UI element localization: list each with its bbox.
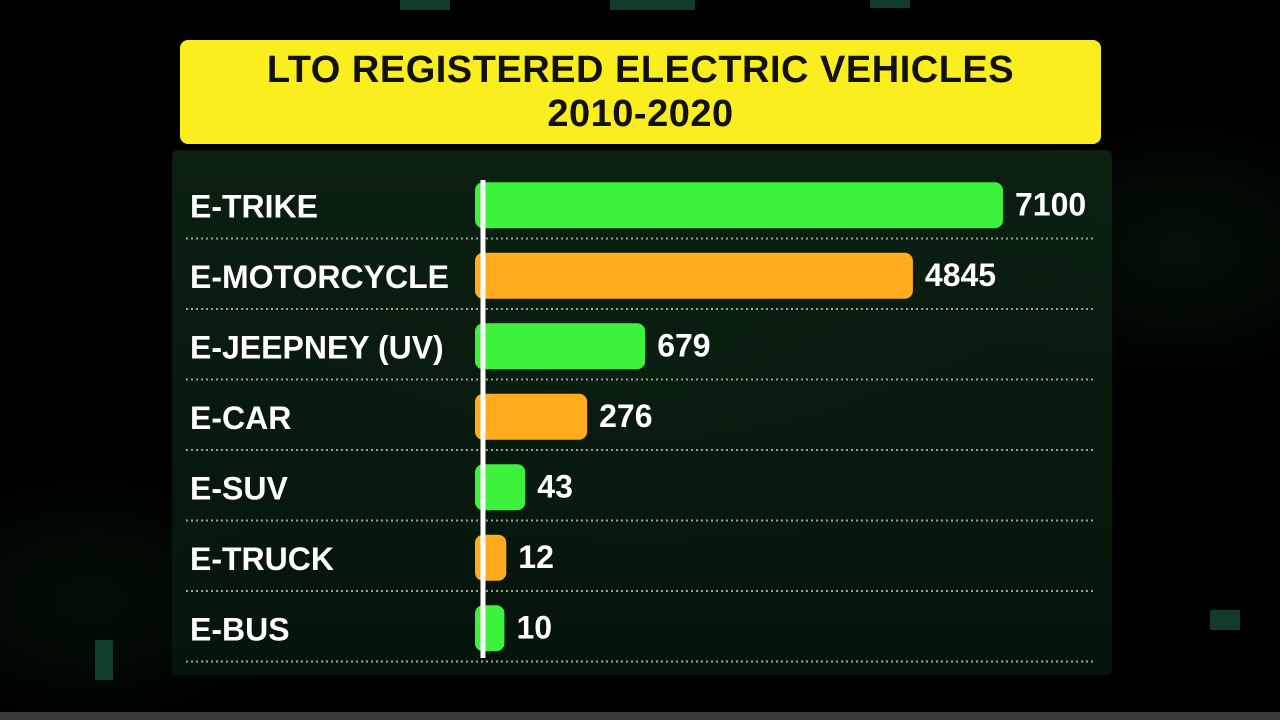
value-label: 12 [518, 539, 554, 575]
chart-rows: E-TRIKE 7100 E-MOTORCYCLE 4845 E-JEEPNEY (UV… [186, 182, 1096, 663]
value-label: 10 [516, 609, 552, 645]
category-label: E-BUS [190, 611, 290, 647]
chart-title-line1: LTO REGISTERED ELECTRIC VEHICLES [266, 49, 1015, 91]
chart-title-line2: 2010-2020 [547, 93, 734, 135]
bar [475, 534, 507, 581]
value-label: 43 [537, 468, 573, 504]
bar [475, 464, 526, 511]
bar [475, 393, 588, 440]
value-label: 4845 [925, 257, 996, 293]
decor-block [1210, 610, 1240, 630]
bar [475, 605, 505, 652]
decor-block [400, 0, 450, 10]
decor-block [610, 0, 695, 10]
chart-title-box: LTO REGISTERED ELECTRIC VEHICLES 2010-20… [180, 40, 1101, 144]
category-label: E-JEEPNEY (UV) [190, 329, 444, 365]
category-label: E-MOTORCYCLE [190, 259, 449, 295]
bar [475, 182, 1003, 229]
category-label: E-CAR [190, 400, 291, 436]
value-label: 679 [657, 327, 710, 363]
decor-block [870, 0, 910, 8]
category-label: E-SUV [190, 470, 288, 506]
value-label: 7100 [1015, 186, 1086, 222]
bar [475, 252, 913, 299]
value-label: 276 [599, 398, 652, 434]
category-label: E-TRIKE [190, 188, 318, 224]
bar [475, 323, 646, 370]
category-label: E-TRUCK [190, 541, 334, 577]
bottom-strip [0, 712, 1280, 720]
decor-block [95, 640, 113, 680]
